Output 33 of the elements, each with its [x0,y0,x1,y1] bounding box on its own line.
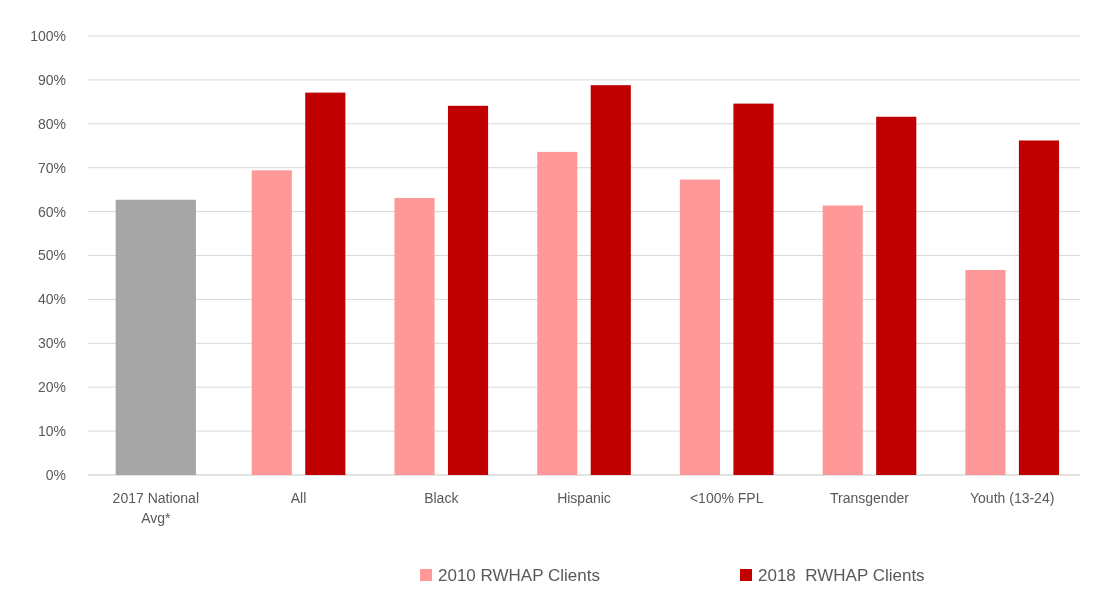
bar [733,103,774,475]
x-tick-label: Transgender [830,490,910,506]
bar [679,179,721,475]
y-tick-label: 20% [37,379,66,396]
bar [537,151,578,475]
legend-label: 2010 RWHAP Clients [438,565,600,585]
legend-label: 2018 RWHAP Clients [758,565,925,585]
y-tick-label: 90% [37,71,66,88]
bar [115,199,196,475]
y-tick-label: 60% [37,203,66,220]
y-tick-label: 0% [45,466,66,483]
x-tick-label: 2017 National Avg* [112,490,199,526]
bar [251,170,292,475]
y-tick-label: 10% [37,423,66,439]
bar [876,116,917,475]
x-tick-label: Black [424,490,460,506]
x-tick-label: Hispanic [557,490,611,506]
x-tick-label: <100% FPL [689,490,764,506]
y-tick-label: 30% [37,335,66,352]
bar [590,85,631,475]
x-tick-label: Youth (13-24) [970,490,1055,506]
y-tick-label: 40% [37,291,66,308]
bar [965,269,1006,475]
bar [305,92,346,475]
bar [447,105,489,475]
y-tick-label: 80% [37,115,66,132]
x-tick-label: All [290,490,307,506]
y-tick-label: 70% [37,159,66,176]
y-tick-label: 50% [37,247,66,264]
y-tick-label: 100% [30,27,66,44]
bar [1018,140,1060,475]
bar [394,197,435,475]
bar [822,205,863,475]
